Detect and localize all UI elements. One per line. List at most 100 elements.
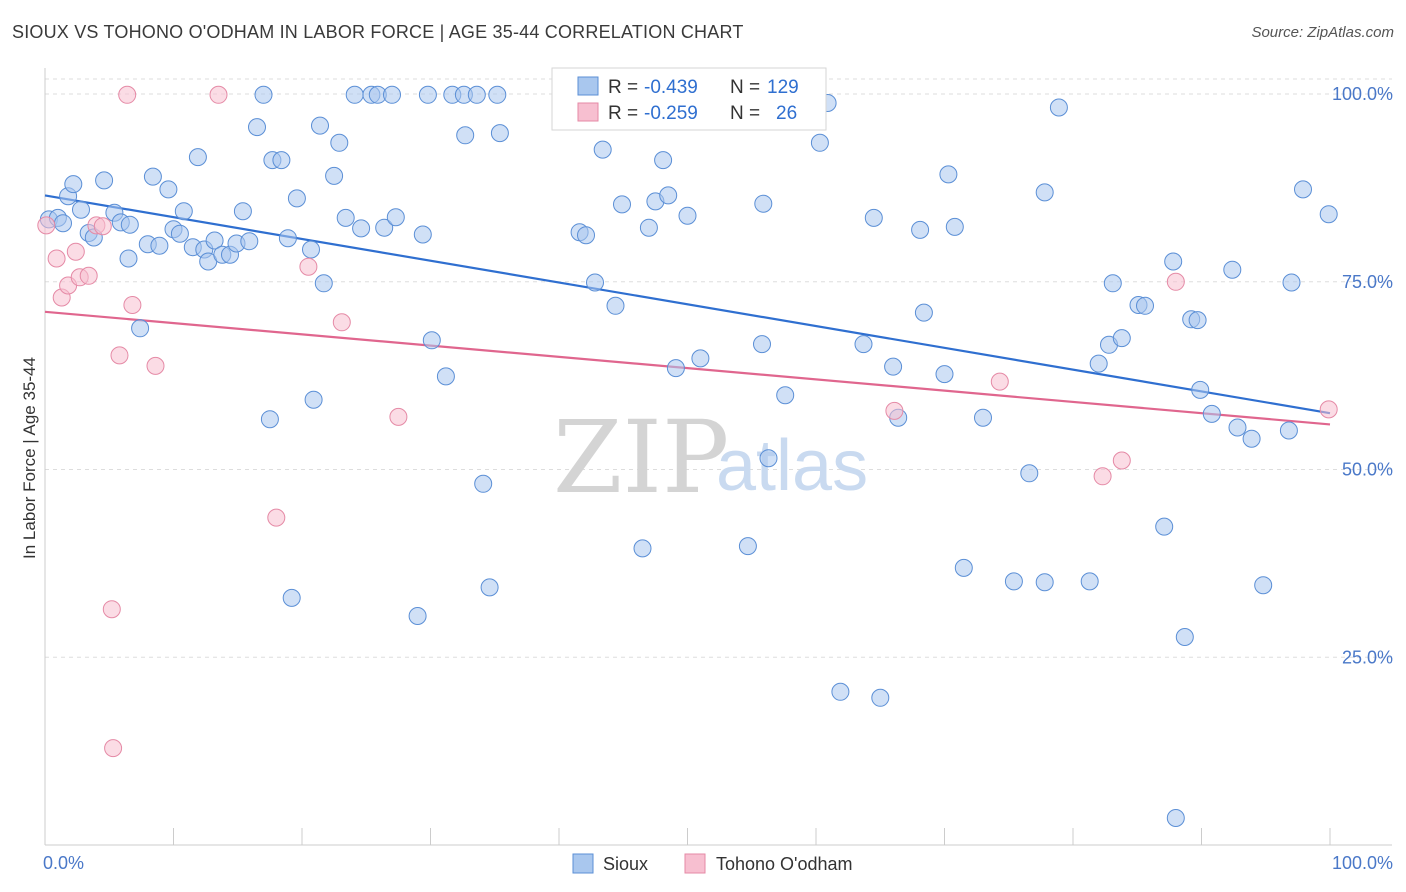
legend-label-tohono[interactable]: Tohono O'odham xyxy=(716,854,853,874)
source-label: Source: ZipAtlas.com xyxy=(1251,24,1394,41)
point-sioux-50 xyxy=(375,218,394,237)
y-tick-label-75: 75.0% xyxy=(1342,272,1393,292)
point-sioux-113 xyxy=(1155,517,1174,536)
point-sioux-35 xyxy=(272,151,291,170)
point-sioux-60 xyxy=(456,126,475,145)
point-sioux-109 xyxy=(1103,274,1122,293)
point-sioux-97 xyxy=(939,165,958,184)
point-sioux-56 xyxy=(422,331,441,350)
point-sioux-62 xyxy=(474,474,493,493)
point-sioux-13 xyxy=(131,319,150,338)
point-sioux-52 xyxy=(386,208,405,227)
point-sioux-126 xyxy=(1282,273,1301,292)
stats-r-label-tohono: R = xyxy=(608,103,638,124)
point-sioux-38 xyxy=(287,189,306,208)
stats-swatch-tohono xyxy=(577,102,599,122)
point-sioux-68 xyxy=(586,273,604,292)
x-tick-label-end: 100.0% xyxy=(1332,853,1393,873)
point-sioux-57 xyxy=(436,367,455,386)
point-sioux-22 xyxy=(188,148,207,167)
point-sioux-11 xyxy=(120,215,139,234)
watermark-atlas: atlas xyxy=(716,426,868,506)
point-sioux-77 xyxy=(666,359,685,378)
point-sioux-43 xyxy=(325,166,344,185)
point-sioux-5 xyxy=(72,200,90,219)
legend-label-sioux[interactable]: Sioux xyxy=(603,854,648,874)
point-sioux-110 xyxy=(1112,329,1131,348)
point-sioux-45 xyxy=(336,208,355,227)
point-tohono-0 xyxy=(37,216,56,235)
point-sioux-4 xyxy=(64,175,83,194)
point-sioux-67 xyxy=(577,226,595,245)
point-sioux-116 xyxy=(1175,628,1194,646)
y-axis-title: In Labor Force | Age 35-44 xyxy=(20,357,39,559)
stats-legend: R = -0.439 N = 129 R = -0.259 N = 26 xyxy=(551,67,827,131)
point-tohono-18 xyxy=(332,313,351,332)
point-sioux-91 xyxy=(871,688,890,707)
point-tohono-14 xyxy=(146,356,165,375)
point-tohono-4 xyxy=(66,242,85,261)
point-sioux-79 xyxy=(691,349,710,368)
point-tohono-17 xyxy=(299,257,318,276)
stats-swatch-sioux xyxy=(577,76,599,96)
point-tohono-25 xyxy=(1319,400,1338,419)
point-sioux-64 xyxy=(488,85,507,104)
point-sioux-76 xyxy=(659,186,678,205)
point-sioux-16 xyxy=(150,236,169,255)
point-sioux-73 xyxy=(639,218,658,237)
point-sioux-127 xyxy=(1294,180,1312,199)
point-sioux-37 xyxy=(282,588,301,607)
point-sioux-72 xyxy=(633,539,652,558)
point-sioux-46 xyxy=(345,85,364,104)
point-sioux-8 xyxy=(95,171,114,190)
point-sioux-75 xyxy=(654,151,673,170)
stats-r-label-sioux: R = xyxy=(608,77,638,98)
point-sioux-53 xyxy=(408,607,427,625)
stats-r-value-sioux: -0.439 xyxy=(644,77,698,98)
point-sioux-105 xyxy=(1049,98,1068,117)
point-sioux-71 xyxy=(613,195,631,214)
point-tohono-8 xyxy=(93,217,112,236)
series-tohono xyxy=(37,85,1338,758)
point-sioux-2 xyxy=(54,214,72,233)
point-sioux-39 xyxy=(302,240,320,259)
point-sioux-86 xyxy=(810,133,829,152)
y-tick-label-100: 100.0% xyxy=(1332,84,1393,104)
point-sioux-115 xyxy=(1166,809,1185,827)
point-sioux-65 xyxy=(490,124,509,143)
point-sioux-82 xyxy=(754,194,773,213)
point-sioux-119 xyxy=(1191,380,1210,399)
point-sioux-103 xyxy=(1035,573,1054,592)
legend-swatch-tohono[interactable] xyxy=(684,853,706,874)
point-sioux-55 xyxy=(418,85,437,104)
y-tick-label-50: 50.0% xyxy=(1342,460,1393,480)
point-sioux-19 xyxy=(170,224,189,243)
point-sioux-96 xyxy=(935,365,954,384)
point-sioux-78 xyxy=(678,206,697,225)
point-sioux-88 xyxy=(831,682,850,701)
point-sioux-114 xyxy=(1164,252,1183,271)
stats-n-label-sioux: N = xyxy=(730,77,760,98)
point-sioux-17 xyxy=(159,180,178,199)
point-sioux-29 xyxy=(233,202,252,221)
point-sioux-123 xyxy=(1242,429,1261,448)
point-sioux-25 xyxy=(205,231,224,250)
legend-swatch-sioux[interactable] xyxy=(572,853,594,874)
point-tohono-1 xyxy=(47,249,66,268)
tick-labels: 25.0% 50.0% 75.0% 100.0% 0.0% 100.0% xyxy=(43,84,1393,873)
point-sioux-98 xyxy=(945,217,964,236)
point-sioux-106 xyxy=(1080,572,1099,591)
point-sioux-121 xyxy=(1223,260,1242,279)
bottom-legend: Sioux Tohono O'odham xyxy=(572,853,853,874)
trend-line-tohono xyxy=(44,310,1331,426)
point-sioux-118 xyxy=(1188,311,1207,330)
point-sioux-101 xyxy=(1004,572,1023,591)
point-sioux-92 xyxy=(884,357,903,376)
point-sioux-47 xyxy=(352,219,371,238)
point-sioux-102 xyxy=(1020,464,1039,483)
point-sioux-20 xyxy=(174,202,193,221)
x-tick-label-start: 0.0% xyxy=(43,853,84,873)
gridlines xyxy=(45,78,1392,658)
point-sioux-90 xyxy=(864,208,883,227)
stats-n-label-tohono: N = xyxy=(730,103,760,124)
